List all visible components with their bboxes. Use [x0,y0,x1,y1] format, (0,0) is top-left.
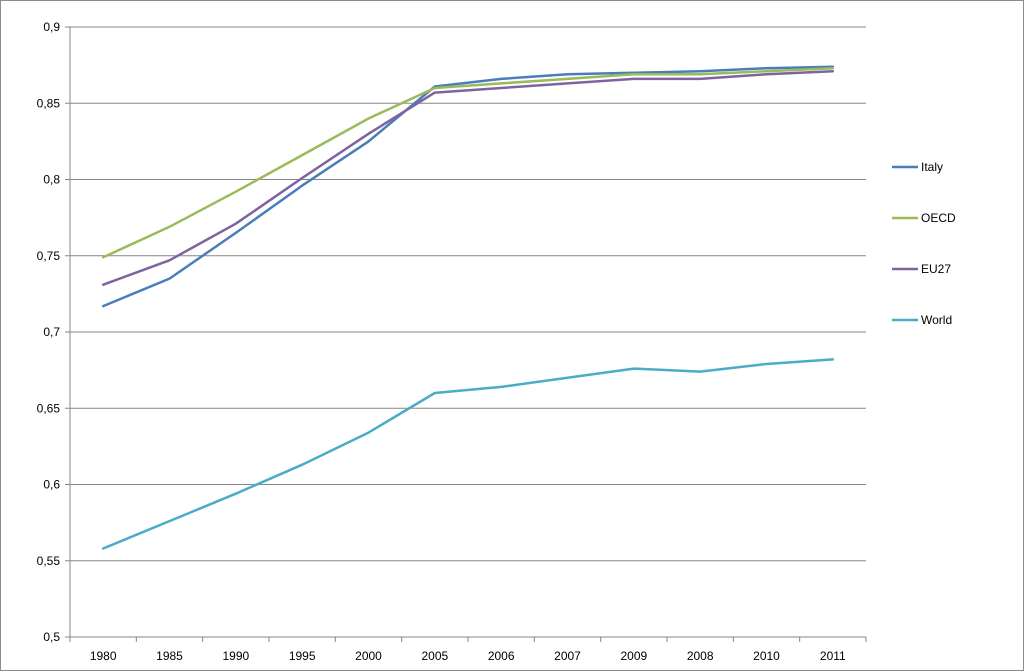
series-line-italy [101,65,835,308]
y-tick-label: 0,8 [43,173,60,187]
x-tick-label: 2008 [687,649,714,663]
y-tick-label: 0,55 [37,554,61,568]
x-tick-label: 2009 [620,649,647,663]
y-tick-label: 0,6 [43,478,60,492]
y-tick-label: 0,5 [43,630,60,644]
x-tick-label: 1985 [156,649,183,663]
x-tick-label: 1980 [90,649,117,663]
series-line-eu27 [101,69,835,286]
y-tick-label: 0,7 [43,325,60,339]
series-line-world [101,358,835,550]
legend-label-italy: Italy [921,160,943,174]
y-tick-label: 0,9 [43,20,60,34]
y-tick-label: 0,75 [37,249,61,263]
legend-label-world: World [921,313,952,327]
y-tick-label: 0,85 [37,96,61,110]
y-tick-label: 0,65 [37,401,61,415]
x-tick-label: 1990 [222,649,249,663]
x-tick-label: 2010 [753,649,780,663]
x-tick-label: 1995 [289,649,316,663]
x-tick-label: 2005 [421,649,448,663]
x-tick-label: 2011 [820,649,846,663]
legend-label-eu27: EU27 [921,262,951,276]
x-tick-label: 2007 [554,649,581,663]
x-tick-label: 2000 [355,649,382,663]
x-tick-label: 2006 [488,649,515,663]
series-line-oecd [101,66,835,259]
legend-label-oecd: OECD [921,211,956,225]
